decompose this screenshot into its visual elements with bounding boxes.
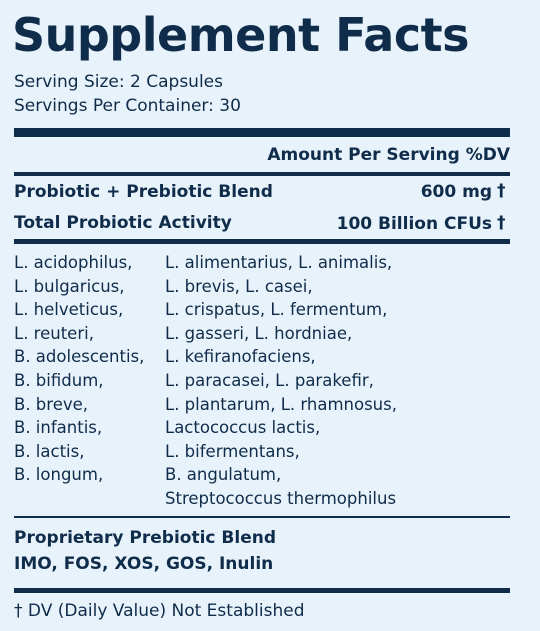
rule [14, 588, 510, 593]
servings-per-container: Servings Per Container: 30 [14, 96, 241, 116]
footnote: † DV (Daily Value) Not Established [14, 601, 305, 621]
ingredients-right: L. alimentarius, L. animalis, L. brevis, … [165, 251, 397, 511]
blend-contents: IMO, FOS, XOS, GOS, Inulin [14, 554, 274, 574]
rule [14, 172, 510, 176]
title: Supplement Facts [12, 8, 470, 62]
ingredient: Lactococcus lactis, [165, 418, 321, 438]
ingredient: L. kefiranofaciens, [165, 347, 316, 367]
row-amount: 100 Billion CFUs [336, 214, 492, 234]
ingredient: L. alimentarius, L. animalis, [165, 253, 393, 272]
ingredient: Streptococcus thermophilus [165, 488, 397, 508]
column-header: Amount Per Serving %DV [267, 145, 510, 165]
ingredient: B. breve, [14, 394, 89, 414]
blend-title: Proprietary Prebiotic Blend [14, 528, 276, 548]
ingredient: B. longum, [14, 465, 104, 485]
ingredients-left: L. acidophilus, L. bulgaricus, L. helvetic… [14, 251, 144, 487]
thin-rule [14, 516, 510, 518]
ingredient: B. adolescentis, [14, 347, 145, 367]
ingredient: L. crispatus, L. fermentum, [165, 300, 388, 320]
ingredient: L. reuteri, [14, 323, 94, 343]
ingredient: B. infantis, [14, 418, 103, 438]
ingredient: L. plantarum, L. rhamnosus, [165, 394, 397, 414]
ingredient: L. bulgaricus, [14, 276, 125, 296]
ingredient: L. brevis, L. casei, [165, 276, 313, 296]
rule [14, 239, 510, 244]
row-name: Probiotic + Prebiotic Blend [14, 182, 273, 202]
ingredient: B. angulatum, [165, 465, 282, 485]
ingredient: L. gasseri, L. hordniae, [165, 323, 353, 343]
row-amount: 600 mg [420, 182, 492, 202]
row-dv: † [497, 181, 506, 201]
thick-rule [14, 128, 510, 137]
row-name: Total Probiotic Activity [14, 213, 232, 233]
serving-size: Serving Size: 2 Capsules [14, 72, 223, 92]
ingredient: L. acidophilus, [14, 253, 133, 272]
ingredient: B. bifidum, [14, 370, 104, 390]
ingredient: L. paracasei, L. parakefir, [165, 370, 374, 390]
ingredient: L. bifermentans, [165, 441, 300, 461]
row-dv: † [497, 213, 506, 233]
ingredient: B. lactis, [14, 441, 85, 461]
ingredient: L. helveticus, [14, 300, 124, 320]
